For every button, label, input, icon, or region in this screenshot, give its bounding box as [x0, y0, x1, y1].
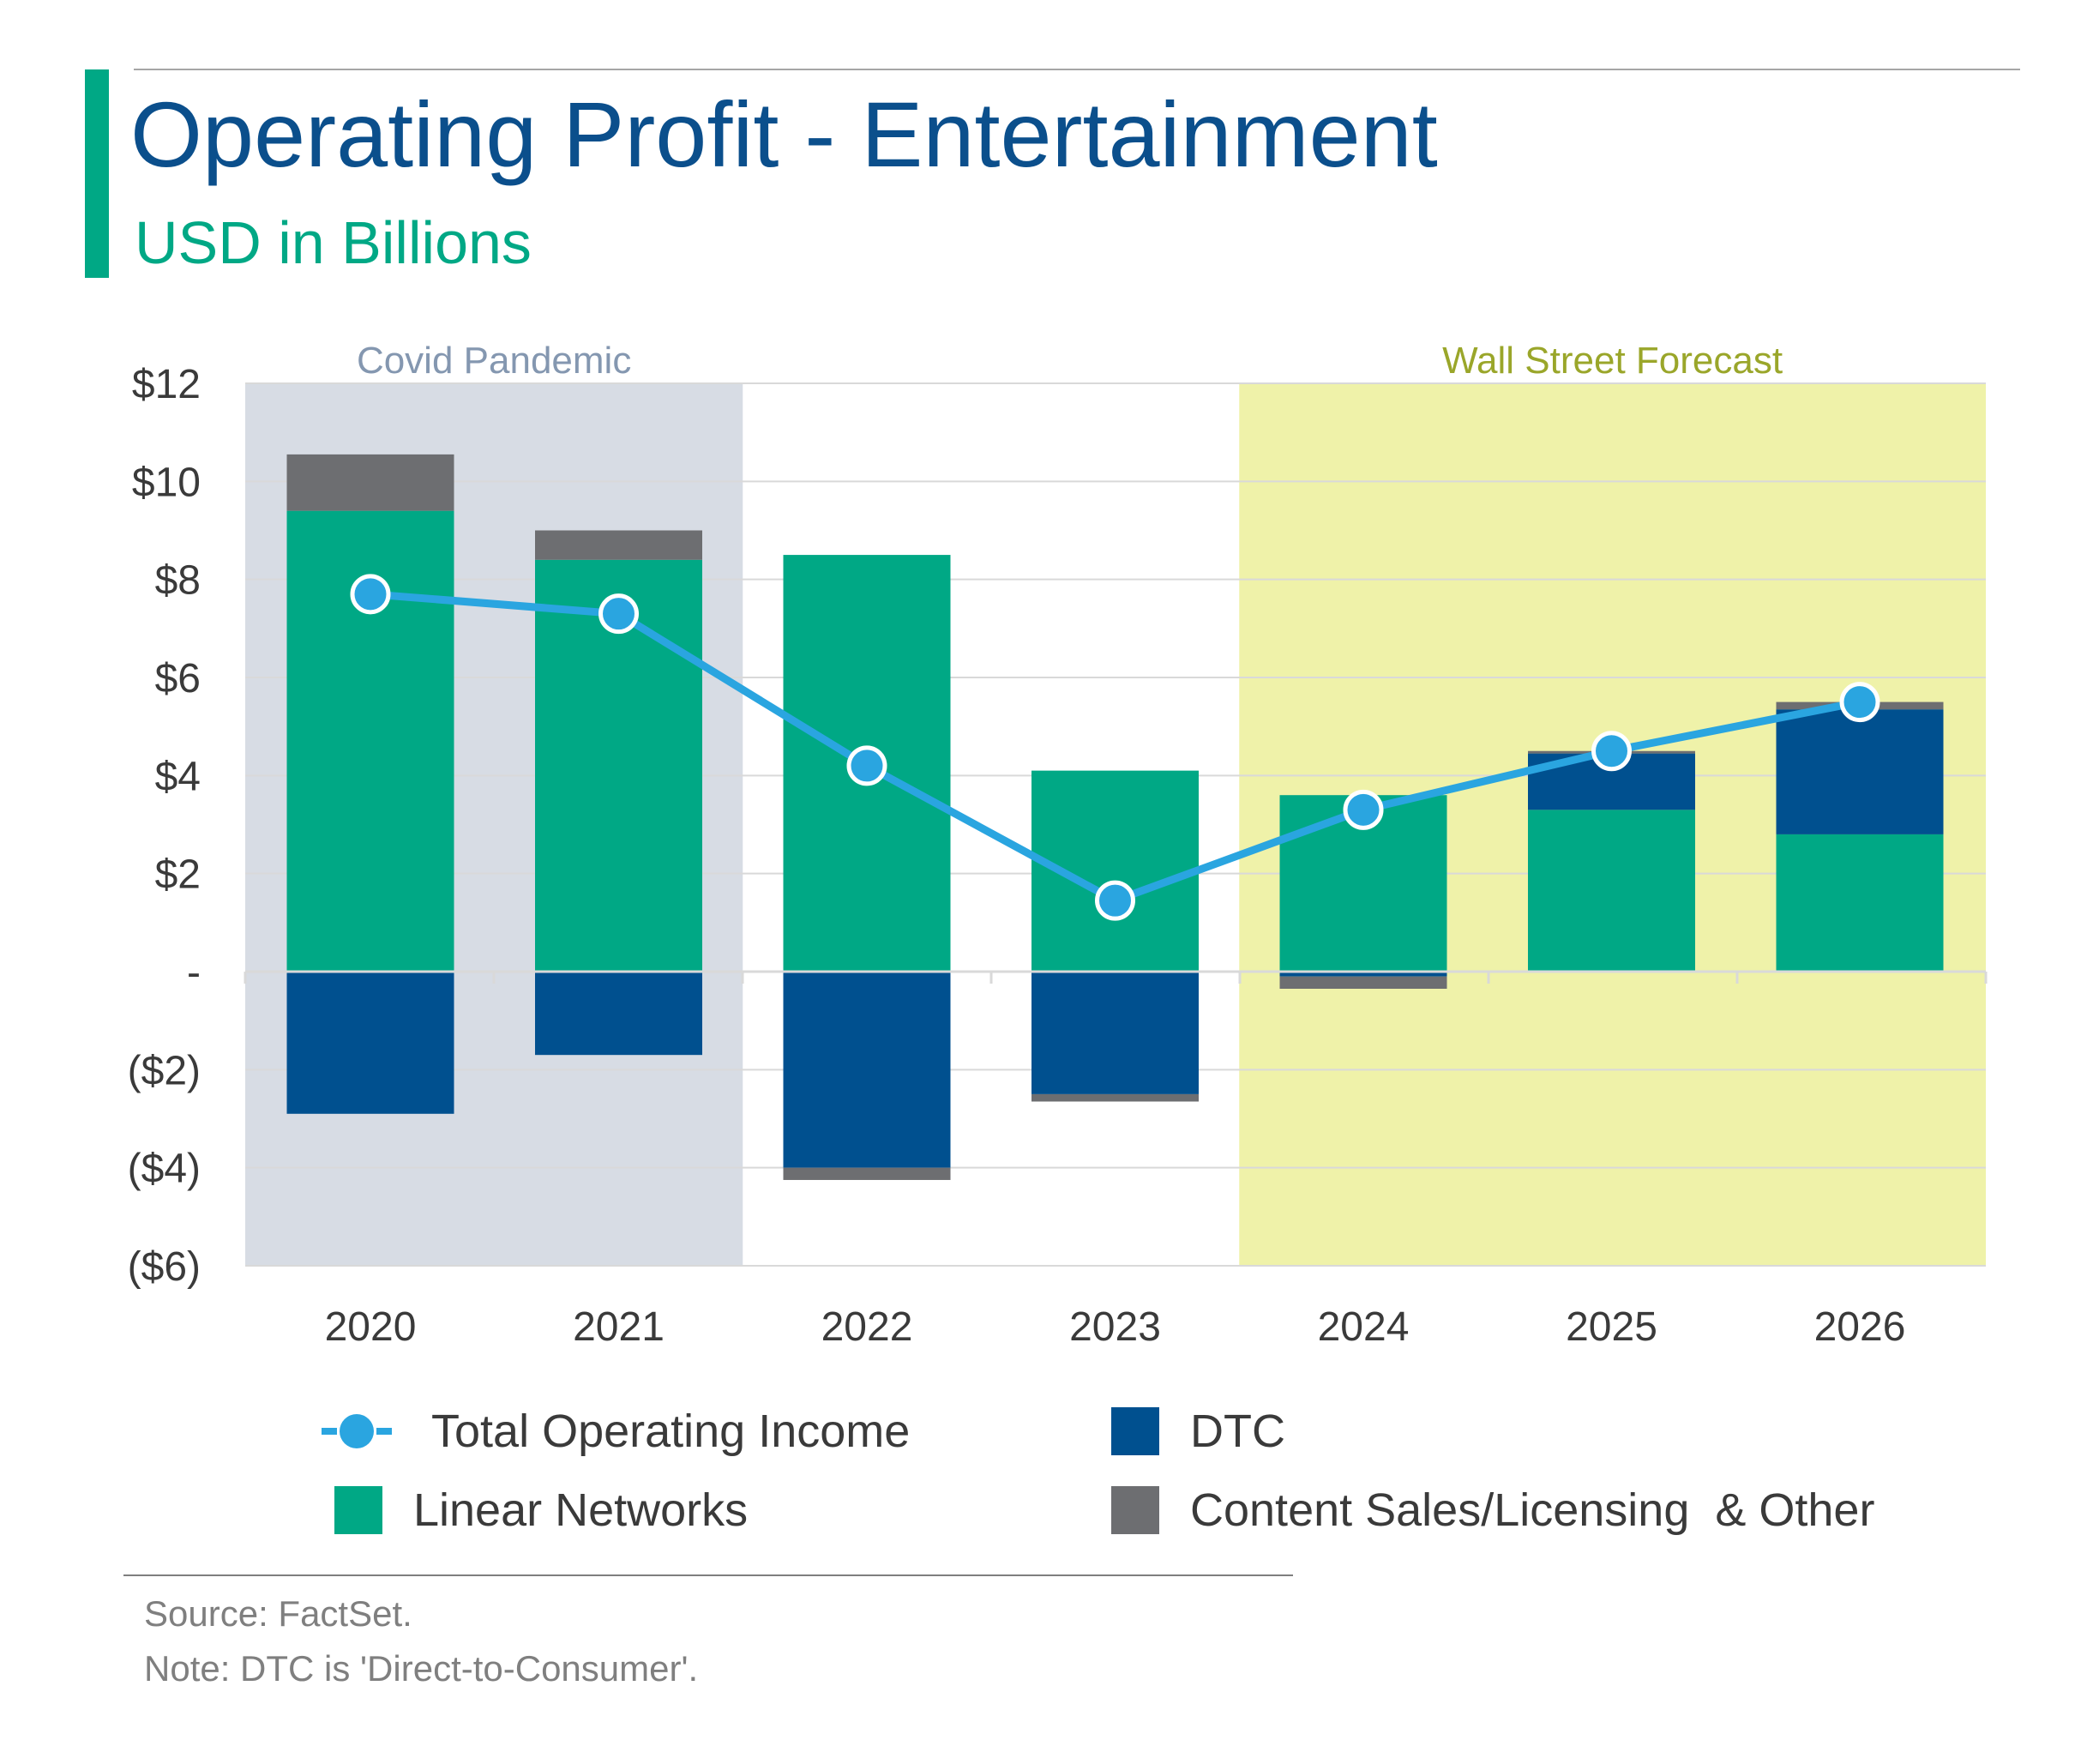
dtc-note: Note: DTC is 'Direct-to-Consumer'.	[144, 1648, 699, 1689]
legend-item-total-operating-income: Total Operating Income	[322, 1405, 910, 1458]
source-note: Source: FactSet.	[144, 1593, 412, 1634]
legend-item-dtc: DTC	[1111, 1405, 1285, 1458]
wall-street-forecast-label: Wall Street Forecast	[1442, 340, 1783, 382]
x-tick-label-2020: 2020	[325, 1304, 417, 1350]
total-operating-income-point-2020	[350, 574, 391, 615]
chart-title: Operating Profit - Entertainment	[130, 82, 1438, 186]
legend-label: Content Sales/Licensing & Other	[1190, 1484, 1875, 1536]
y-tick-label: ($6)	[128, 1244, 201, 1290]
y-tick-label: $8	[155, 558, 201, 604]
y-tick-label: $4	[155, 754, 201, 799]
title-accent-bar	[85, 69, 109, 278]
legend-label: DTC	[1190, 1406, 1285, 1457]
bar-dtc-2020	[286, 972, 454, 1114]
bar-dtc-2021	[535, 972, 702, 1056]
total-operating-income-point-2024	[1343, 789, 1384, 830]
x-tick-label-2023: 2023	[1069, 1304, 1161, 1350]
total-operating-income-point-2025	[1591, 731, 1632, 772]
y-tick-label: $10	[132, 460, 201, 505]
dtc-swatch-icon	[1111, 1407, 1159, 1455]
legend-item-linear-networks: Linear Networks	[334, 1484, 748, 1537]
legend-item-content-sales: Content Sales/Licensing & Other	[1111, 1484, 1874, 1537]
top-divider	[134, 69, 2020, 70]
linear-networks-swatch-icon	[334, 1486, 382, 1534]
bar-content-sales-licensing-other-2021	[535, 530, 702, 560]
bar-dtc-2024	[1279, 972, 1447, 977]
y-tick-label: ($2)	[128, 1048, 201, 1093]
bar-content-sales-licensing-other-2024	[1279, 976, 1447, 990]
bar-content-sales-licensing-other-2020	[286, 454, 454, 511]
footer-divider	[123, 1574, 1293, 1576]
y-tick-label: $12	[132, 362, 201, 407]
bar-dtc-2023	[1031, 972, 1199, 1094]
content-sales-swatch-icon	[1111, 1486, 1159, 1534]
bar-linear-networks-2025	[1528, 810, 1695, 972]
y-tick-label: $6	[155, 656, 201, 701]
bar-dtc-2026	[1776, 709, 1944, 834]
y-tick-label: $2	[155, 852, 201, 898]
bar-content-sales-licensing-other-2022	[783, 1167, 951, 1180]
operating-profit-chart: Covid Pandemic Wall Street Forecast $12 $10…	[128, 340, 1988, 1350]
x-tick-label-2021: 2021	[573, 1304, 665, 1350]
total-operating-income-point-2022	[846, 745, 887, 786]
legend-label: Total Operating Income	[431, 1406, 911, 1457]
total-operating-income-point-2021	[598, 593, 639, 635]
bar-dtc-2022	[783, 972, 951, 1168]
covid-pandemic-label: Covid Pandemic	[357, 340, 631, 382]
x-tick-label-2024: 2024	[1318, 1304, 1410, 1350]
legend-label: Linear Networks	[413, 1484, 749, 1536]
x-tick-label-2022: 2022	[821, 1304, 913, 1350]
x-tick-label-2025: 2025	[1566, 1304, 1657, 1350]
y-tick-label: ($4)	[128, 1147, 201, 1192]
x-tick-label-2026: 2026	[1814, 1304, 1906, 1350]
bar-linear-networks-2026	[1776, 834, 1944, 972]
total-operating-income-point-2023	[1095, 880, 1135, 921]
chart-subtitle: USD in Billions	[135, 209, 532, 276]
y-tick-label: -	[187, 950, 201, 996]
bar-content-sales-licensing-other-2023	[1031, 1093, 1199, 1102]
line-marker-icon	[322, 1407, 392, 1455]
total-operating-income-point-2026	[1839, 682, 1880, 723]
